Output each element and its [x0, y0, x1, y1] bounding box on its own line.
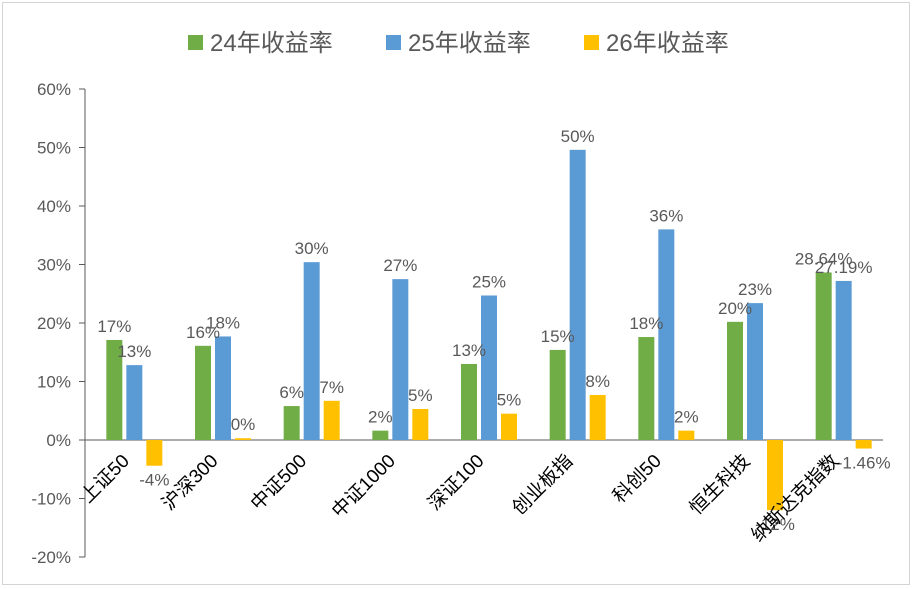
bar: [747, 303, 763, 440]
bar: [815, 272, 832, 440]
bars: [106, 149, 872, 511]
bar: [481, 295, 497, 440]
bar: [569, 149, 586, 440]
category-label: 恒生科技: [685, 450, 754, 519]
bar: [658, 229, 675, 440]
category-label: 纳斯达克指数: [747, 450, 843, 546]
bar: [412, 408, 429, 440]
data-label: 2%: [674, 408, 699, 427]
legend-swatch: [188, 35, 203, 50]
bar: [727, 321, 743, 440]
data-label: -4%: [139, 471, 169, 490]
legend-swatch: [584, 35, 599, 50]
bar: [106, 339, 123, 440]
data-label: 36%: [649, 206, 683, 225]
bar: [126, 365, 143, 440]
legend-label: 26年收益率: [606, 30, 729, 57]
y-tick-label: -10%: [31, 490, 71, 509]
bar: [392, 279, 409, 440]
y-axis: -20% -10% 0% 10% 20% 30% 40% 50% 60%: [31, 80, 883, 567]
data-label: 5%: [497, 391, 522, 410]
bar: [195, 345, 211, 440]
data-label: 8%: [585, 372, 610, 391]
data-label: 30%: [295, 239, 329, 258]
bar: [323, 400, 340, 440]
bar: [638, 337, 655, 440]
data-label: 27%: [383, 256, 417, 275]
y-tick-label: 30%: [37, 256, 71, 275]
data-label: 5%: [408, 386, 433, 405]
data-label: -12%: [755, 515, 795, 534]
y-tick-label: 10%: [37, 373, 71, 392]
bar: [855, 440, 872, 449]
bar: [372, 430, 389, 440]
y-tick-label: 20%: [37, 314, 71, 333]
data-label: 13%: [117, 342, 151, 361]
legend-label: 24年收益率: [210, 30, 333, 57]
bar: [461, 363, 477, 440]
bar: [283, 406, 300, 440]
category-label: 创业板指: [508, 450, 577, 519]
y-tick-label: 50%: [37, 139, 71, 158]
category-labels: 上证50 沪深300 中证500 中证1000 深证100 创业板指 科创50 恒生科技纳斯达…: [76, 450, 843, 546]
legend: 24年收益率 25年收益率 26年收益率: [188, 30, 729, 57]
category-label: 中证1000: [328, 450, 400, 522]
data-label: 27.19%: [815, 258, 873, 277]
data-label: 50%: [561, 127, 595, 146]
data-labels: 17%13%-4%16%18%0%6%30%7%2%27%5%13%25%5%1…: [97, 127, 890, 534]
bar: [678, 430, 695, 440]
data-label: 18%: [206, 313, 240, 332]
data-label: 25%: [472, 273, 506, 292]
legend-label: 25年收益率: [408, 30, 531, 57]
data-label: 20%: [718, 299, 752, 318]
data-label: 6%: [279, 383, 304, 402]
y-tick-label: 0%: [46, 431, 71, 450]
bar: [215, 336, 231, 440]
data-label: 2%: [368, 408, 393, 427]
data-label: 23%: [738, 280, 772, 299]
data-label: -1.46%: [837, 454, 891, 473]
bar: [549, 349, 566, 440]
data-label: 28.64%: [795, 249, 853, 268]
data-label: 7%: [319, 378, 344, 397]
bar: [767, 440, 783, 511]
bar: [835, 280, 852, 440]
category-label: 中证500: [246, 450, 311, 515]
data-label: 0%: [231, 415, 256, 434]
data-label: 17%: [97, 317, 131, 336]
y-tick-label: -20%: [31, 548, 71, 567]
bar: [501, 413, 517, 440]
bar: [589, 394, 606, 440]
bar: [303, 262, 320, 440]
data-label: 13%: [452, 341, 486, 360]
bar: [146, 440, 163, 466]
data-label: 15%: [541, 327, 575, 346]
legend-swatch: [386, 35, 401, 50]
category-label: 科创50: [608, 450, 665, 507]
data-label: 16%: [186, 323, 220, 342]
category-label: 深证100: [424, 450, 489, 515]
bar: [235, 438, 251, 440]
bar-chart: 24年收益率 25年收益率 26年收益率 -20% -10% 0% 10% 20% 30% 40…: [31, 30, 890, 567]
y-tick-label: 40%: [37, 197, 71, 216]
y-tick-label: 60%: [37, 80, 71, 99]
data-label: 18%: [629, 314, 663, 333]
